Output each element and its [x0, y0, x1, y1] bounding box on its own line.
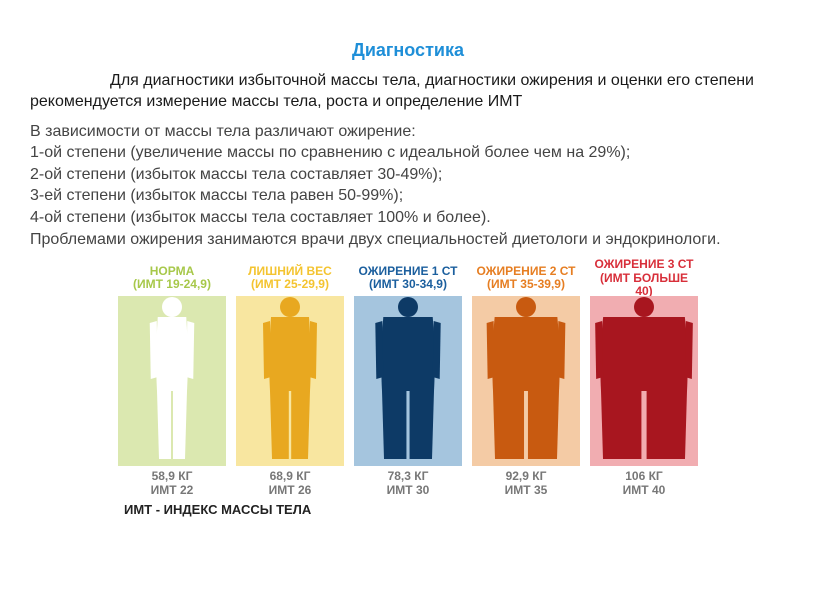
- column-footer: 92,9 КГИМТ 35: [505, 470, 548, 498]
- bmi-infographic: НОРМА(ИМТ 19-24,9) 58,9 КГИМТ 22ЛИШНИЙ В…: [30, 258, 786, 521]
- body-panel: [472, 296, 580, 466]
- body-panel: [118, 296, 226, 466]
- header-line2: (ИМТ 35-39,9): [477, 278, 576, 291]
- bmi-column: ОЖИРЕНИЕ 1 СТ(ИМТ 30-34,9) 78,3 КГИМТ 30: [354, 264, 462, 498]
- body-silhouette-icon: [354, 296, 462, 466]
- body-silhouette-icon: [118, 296, 226, 466]
- header-line2: (ИМТ 25-29,9): [248, 278, 332, 291]
- column-footer: 106 КГИМТ 40: [623, 470, 666, 498]
- body-panel: [354, 296, 462, 466]
- column-footer: 58,9 КГИМТ 22: [151, 470, 194, 498]
- body-silhouette-icon: [236, 296, 344, 466]
- footer-bmi: ИМТ 22: [151, 483, 194, 497]
- column-header: ЛИШНИЙ ВЕС(ИМТ 25-29,9): [248, 264, 332, 292]
- header-line1: ОЖИРЕНИЕ 3 СТ: [590, 258, 698, 271]
- footer-weight: 58,9 КГ: [152, 469, 193, 483]
- intro-paragraph: Для диагностики избыточной массы тела, д…: [30, 71, 786, 113]
- column-footer: 68,9 КГИМТ 26: [269, 470, 312, 498]
- column-footer: 78,3 КГИМТ 30: [387, 470, 430, 498]
- column-header: ОЖИРЕНИЕ 2 СТ(ИМТ 35-39,9): [477, 264, 576, 292]
- bmi-column: НОРМА(ИМТ 19-24,9) 58,9 КГИМТ 22: [118, 264, 226, 498]
- footer-weight: 92,9 КГ: [506, 469, 547, 483]
- body-silhouette-icon: [472, 296, 580, 466]
- body-panel: [590, 296, 698, 466]
- chart-caption: ИМТ - ИНДЕКС МАССЫ ТЕЛА: [118, 502, 698, 517]
- column-header: ОЖИРЕНИЕ 3 СТ(ИМТ БОЛЬШЕ 40): [590, 264, 698, 292]
- body-silhouette-icon: [590, 296, 698, 466]
- footer-bmi: ИМТ 40: [623, 483, 666, 497]
- bmi-column: ОЖИРЕНИЕ 2 СТ(ИМТ 35-39,9) 92,9 КГИМТ 35: [472, 264, 580, 498]
- header-line2: (ИМТ 30-34,9): [359, 278, 458, 291]
- footer-bmi: ИМТ 30: [387, 483, 430, 497]
- footer-bmi: ИМТ 26: [269, 483, 312, 497]
- header-line2: (ИМТ БОЛЬШЕ 40): [590, 272, 698, 298]
- bmi-column: ЛИШНИЙ ВЕС(ИМТ 25-29,9) 68,9 КГИМТ 26: [236, 264, 344, 498]
- bmi-column: ОЖИРЕНИЕ 3 СТ(ИМТ БОЛЬШЕ 40) 106 КГИМТ 4…: [590, 264, 698, 498]
- header-line2: (ИМТ 19-24,9): [133, 278, 211, 291]
- intro-text: Для диагностики избыточной массы тела, д…: [30, 72, 754, 110]
- footer-weight: 78,3 КГ: [388, 469, 429, 483]
- body-panel: [236, 296, 344, 466]
- column-header: НОРМА(ИМТ 19-24,9): [133, 264, 211, 292]
- degrees-paragraph: В зависимости от массы тела различают ож…: [30, 121, 786, 251]
- page-title: Диагностика: [30, 40, 786, 61]
- footer-bmi: ИМТ 35: [505, 483, 548, 497]
- column-header: ОЖИРЕНИЕ 1 СТ(ИМТ 30-34,9): [359, 264, 458, 292]
- footer-weight: 68,9 КГ: [270, 469, 311, 483]
- footer-weight: 106 КГ: [625, 469, 662, 483]
